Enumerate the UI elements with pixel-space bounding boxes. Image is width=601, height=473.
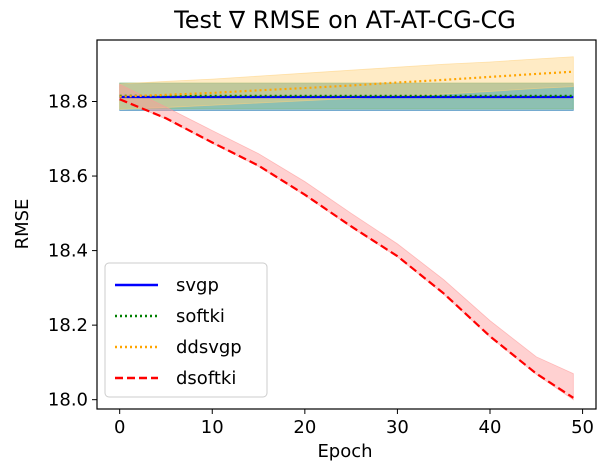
legend-label-svgp: svgp (176, 275, 219, 296)
y-axis: 18.0 18.2 18.4 18.6 18.8 (48, 92, 97, 411)
y-axis-label: RMSE (12, 199, 33, 250)
series-line-dsoftki (119, 98, 574, 399)
x-tick-label: 0 (114, 417, 125, 438)
x-tick-label: 10 (201, 417, 224, 438)
y-tick-label: 18.6 (48, 166, 88, 187)
x-tick-label: 20 (293, 417, 316, 438)
plot-frame (96, 39, 597, 410)
y-tick-label: 18.4 (48, 241, 88, 262)
legend-label-dsoftki: dsoftki (176, 368, 236, 389)
chart-title: Test ∇ RMSE on AT-AT-CG-CG (173, 6, 516, 34)
y-tick-label: 18.0 (48, 390, 88, 411)
legend: svgp softki ddsvgp dsoftki (104, 262, 268, 398)
legend-box (104, 262, 268, 398)
x-tick-label: 50 (571, 417, 594, 438)
y-tick-label: 18.8 (48, 92, 88, 113)
y-tick-label: 18.2 (48, 315, 88, 336)
series-line-ddsvgp (119, 70, 574, 98)
legend-label-softki: softki (176, 306, 225, 327)
x-tick-label: 40 (479, 417, 502, 438)
series-lines (119, 70, 574, 399)
x-tick-label: 30 (386, 417, 409, 438)
x-axis-label: Epoch (317, 441, 372, 462)
legend-label-ddsvgp: ddsvgp (176, 337, 242, 358)
x-axis: 0 10 20 30 40 50 (114, 409, 594, 438)
